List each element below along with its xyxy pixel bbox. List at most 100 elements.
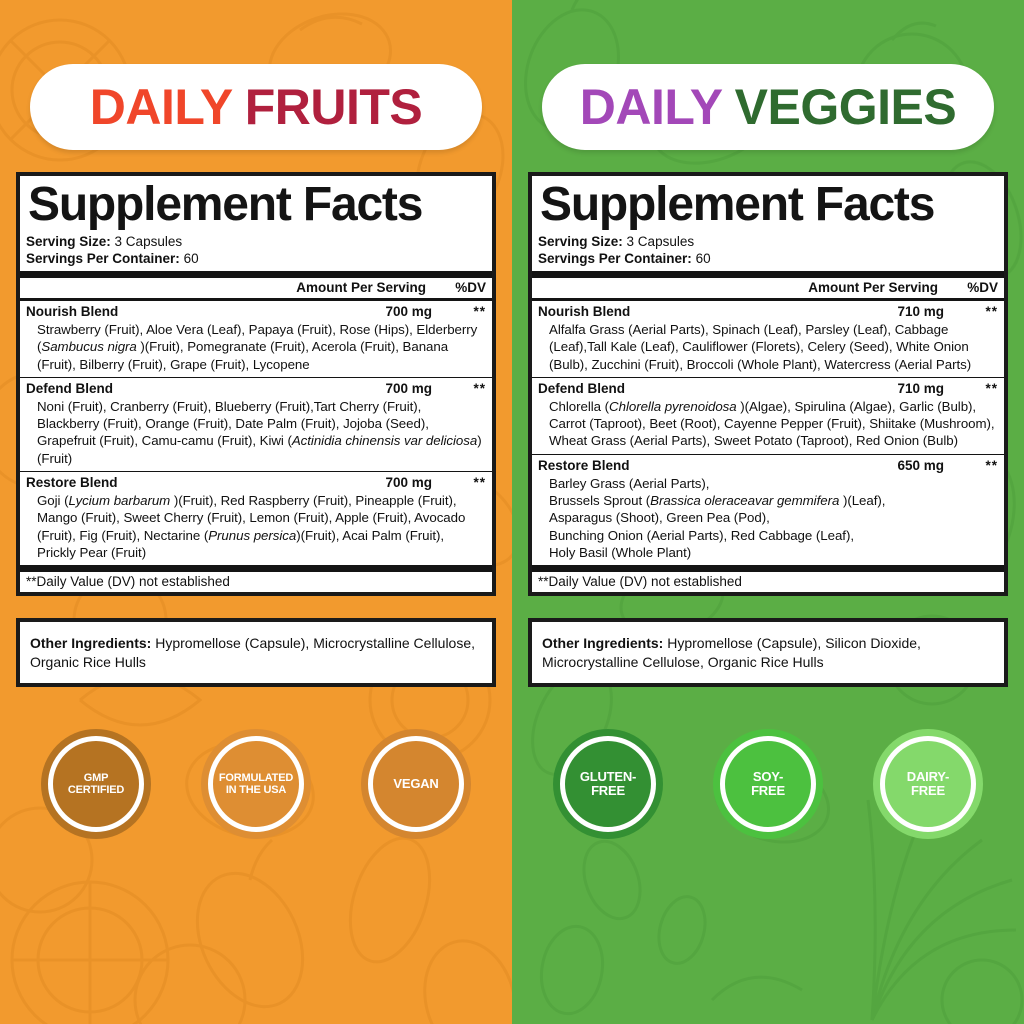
daily-value-note: **Daily Value (DV) not established — [26, 574, 230, 590]
blend-list-fruits: Nourish Blend 700 mg ** Strawberry (Fruit),… — [20, 301, 492, 565]
servings-per-container-value: 60 — [183, 251, 199, 267]
blend-row: Restore Blend 650 mg ** Barley Grass (Aeria… — [532, 455, 1004, 565]
divider-thick — [20, 271, 492, 279]
certification-badge-label: GLUTEN- FREE — [579, 768, 637, 799]
blend-percent-dv: ** — [985, 304, 998, 320]
title-word-fruits: FRUITS — [244, 79, 423, 135]
serving-size-line: Serving Size: 3 Capsules — [538, 233, 998, 250]
blend-row: Nourish Blend 710 mg ** Alfalfa Grass (Aeri… — [532, 301, 1004, 376]
other-ingredients-box-fruits: Other Ingredients: Hypromellose (Capsule… — [16, 618, 496, 688]
serving-info: Serving Size: 3 Capsules Servings Per Co… — [532, 231, 1004, 272]
blend-header: Nourish Blend 710 mg ** — [538, 303, 998, 321]
divider-thick-bottom — [20, 565, 492, 573]
blend-amount: 700 mg — [385, 381, 432, 397]
badge-row-veggies: GLUTEN- FREE SOY- FREE DAIRY- FREE — [528, 729, 1008, 840]
servings-per-container-label: Servings Per Container: — [538, 251, 692, 267]
other-ingredients-value: Hypromellose (Capsule), Silicon Dioxide,… — [542, 635, 921, 670]
other-ingredients-label: Other Ingredients: — [542, 635, 664, 652]
certification-badge-label: GMP CERTIFIED — [67, 772, 125, 797]
certification-badge: SOY- FREE — [713, 729, 823, 840]
blend-percent-dv: ** — [473, 475, 486, 491]
supplement-facts-heading: Supplement Facts — [28, 178, 423, 231]
certification-badge: GLUTEN- FREE — [553, 729, 663, 840]
daily-value-note: **Daily Value (DV) not established — [538, 574, 742, 590]
divider-medium — [20, 298, 492, 302]
blend-ingredients: Goji (Lycium barbarum )(Fruit), Red Rasp… — [37, 493, 466, 560]
divider-thin — [532, 453, 1004, 456]
blend-ingredients: Barley Grass (Aerial Parts), Brussels Spr… — [549, 475, 886, 560]
divider-medium — [532, 298, 1004, 302]
blend-ingredients: Chlorella (Chlorella pyrenoidosa )(Algae… — [549, 398, 995, 449]
certification-badge: VEGAN — [361, 729, 471, 840]
blend-amount: 710 mg — [897, 381, 944, 397]
supplement-facts-panel-fruits: Supplement Facts Serving Size: 3 Capsule… — [16, 172, 496, 597]
servings-per-container-line: Servings Per Container: 60 — [538, 250, 998, 267]
servings-per-container-label: Servings Per Container: — [26, 251, 180, 267]
serving-size-value: 3 Capsules — [114, 233, 183, 249]
supplement-facts-heading: Supplement Facts — [540, 178, 935, 231]
blend-percent-dv: ** — [473, 304, 486, 320]
blend-amount: 710 mg — [897, 304, 944, 320]
blend-percent-dv: ** — [985, 381, 998, 397]
other-ingredients-label: Other Ingredients: — [30, 635, 152, 652]
certification-badge-label: VEGAN — [393, 776, 439, 792]
blend-ingredients: Strawberry (Fruit), Aloe Vera (Leaf), Pa… — [37, 321, 478, 372]
col-percent-dv: %DV — [455, 280, 486, 296]
blend-amount: 700 mg — [385, 304, 432, 320]
blend-header: Restore Blend 650 mg ** — [538, 457, 998, 475]
servings-per-container-line: Servings Per Container: 60 — [26, 250, 486, 267]
serving-info: Serving Size: 3 Capsules Servings Per Co… — [20, 231, 492, 272]
blend-header: Defend Blend 700 mg ** — [26, 380, 486, 398]
blend-percent-dv: ** — [985, 458, 998, 474]
servings-per-container-value: 60 — [695, 251, 711, 267]
serving-size-line: Serving Size: 3 Capsules — [26, 233, 486, 250]
col-amount-per-serving: Amount Per Serving — [808, 280, 938, 296]
title-word-daily: DAILY — [89, 79, 233, 135]
certification-badge-label: DAIRY- FREE — [906, 768, 950, 799]
serving-size-label: Serving Size: — [26, 233, 111, 249]
supplement-facts-panel-veggies: Supplement Facts Serving Size: 3 Capsule… — [528, 172, 1008, 597]
blend-header: Restore Blend 700 mg ** — [26, 474, 486, 492]
blend-ingredients: Alfalfa Grass (Aerial Parts), Spinach (L… — [549, 321, 972, 372]
col-percent-dv: %DV — [967, 280, 998, 296]
blend-row: Nourish Blend 700 mg ** Strawberry (Fruit),… — [20, 301, 492, 376]
product-title-veggies: DAILY VEGGIES — [580, 82, 957, 132]
blend-list-veggies: Nourish Blend 710 mg ** Alfalfa Grass (Aeri… — [532, 301, 1004, 565]
panel-fruits: DAILY FRUITS Supplement Facts Serving Siz… — [0, 0, 512, 1024]
badge-row-fruits: GMP CERTIFIED FORMULATED IN THE USA VEGAN — [16, 729, 496, 840]
divider-thin — [20, 470, 492, 473]
certification-badge: GMP CERTIFIED — [41, 729, 151, 840]
title-pill-fruits: DAILY FRUITS — [30, 64, 482, 150]
title-word-veggies: VEGGIES — [734, 79, 957, 135]
blend-amount: 700 mg — [385, 475, 432, 491]
divider-thin — [532, 376, 1004, 379]
serving-size-value: 3 Capsules — [626, 233, 695, 249]
divider-thick — [532, 271, 1004, 279]
blend-name: Defend Blend — [26, 381, 114, 397]
other-ingredients-box-veggies: Other Ingredients: Hypromellose (Capsule… — [528, 618, 1008, 688]
blend-name: Nourish Blend — [26, 304, 119, 320]
certification-badge: DAIRY- FREE — [873, 729, 983, 840]
blend-name: Defend Blend — [538, 381, 626, 397]
blend-row: Defend Blend 710 mg ** Chlorella (Chlorella… — [532, 378, 1004, 453]
panel-veggies: DAILY VEGGIES Supplement Facts Serving Si… — [512, 0, 1024, 1024]
other-ingredients-value: Hypromellose (Capsule), Microcrystalline… — [30, 635, 476, 670]
blend-header: Nourish Blend 700 mg ** — [26, 303, 486, 321]
blend-ingredients: Noni (Fruit), Cranberry (Fruit), Blueber… — [37, 398, 482, 466]
certification-badge-label: FORMULATED IN THE USA — [218, 772, 294, 797]
certification-badge: FORMULATED IN THE USA — [201, 729, 311, 840]
title-pill-veggies: DAILY VEGGIES — [542, 64, 994, 150]
blend-row: Restore Blend 700 mg ** Goji (Lycium barbar… — [20, 472, 492, 565]
column-headers: Amount Per Serving %DV — [20, 278, 492, 298]
blend-header: Defend Blend 710 mg ** — [538, 380, 998, 398]
serving-size-label: Serving Size: — [538, 233, 623, 249]
blend-name: Restore Blend — [26, 475, 118, 491]
blend-name: Nourish Blend — [538, 304, 631, 320]
blend-row: Defend Blend 700 mg ** Noni (Fruit), Cranbe… — [20, 378, 492, 471]
product-title-fruits: DAILY FRUITS — [89, 79, 423, 135]
title-word-daily: DAILY — [579, 79, 723, 135]
blend-amount: 650 mg — [897, 458, 944, 474]
certification-badge-label: SOY- FREE — [751, 768, 785, 799]
divider-thin — [20, 376, 492, 379]
